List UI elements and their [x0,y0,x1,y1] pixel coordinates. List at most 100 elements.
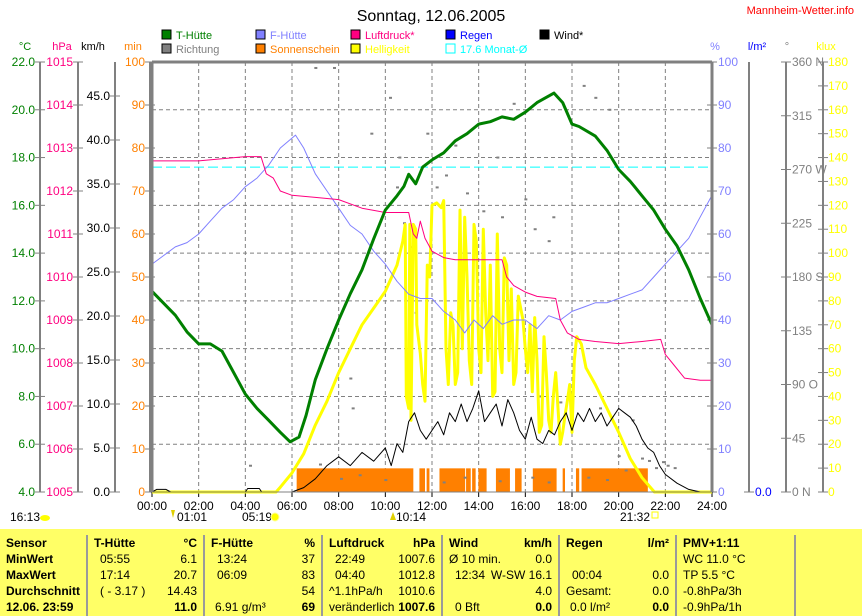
percent-tick-label: 0 [718,485,725,499]
kmh-tick-label: 45.0 [87,89,111,103]
klux-tick-label: 80 [828,294,842,308]
label: MinWert [6,552,54,566]
legend-swatch-7 [350,43,361,54]
percent-tick-label: 90 [718,98,732,112]
hpa-tick-label: 1013 [46,141,73,155]
degree-tick-label: 270 W [792,163,827,177]
moon-rise-time: 01:01 [177,510,207,524]
hpa-tick-label: 1008 [46,356,73,370]
kmh-tick-label: 0.0 [93,485,110,499]
direction-point [547,481,551,484]
degree-tick-label: 360 N [792,55,824,69]
min: 1007.6 [398,552,435,566]
min-tick-label: 90 [132,98,146,112]
percent-tick-label: 10 [718,442,732,456]
direction-point [463,476,467,479]
col-regen: Regen l/m² 00:04 0.0 Gesamt: 0.0 0.0 l/m² 0.… [560,535,677,616]
unit: km/h [523,536,552,550]
header: PMV+1:11 [683,536,740,550]
sunshine-bar [562,468,565,492]
direction-point [351,407,355,410]
avg: 4.0 [535,584,552,598]
series-line-wind [151,390,712,493]
legend-label: Regen [460,30,492,42]
col-luftdruck: Luftdruck hPa 22:49 1007.6 04:40 1012.8 ^1.… [323,535,443,616]
celsius-tick-label: 18.0 [12,151,36,165]
min-tick-label: 80 [132,141,146,155]
sunshine-bar [495,468,510,492]
today: 0.0 l/m² [570,600,611,614]
unit: l/m² [647,536,669,550]
grid [152,62,712,492]
klux-tick-label: 120 [828,198,848,212]
min-tick-label: 40 [132,313,146,327]
degree-unit-label: ° [785,41,789,53]
kmh-tick-label: 30.0 [87,221,111,235]
percent-tick-label: 40 [718,313,732,327]
plot-frame [150,60,714,493]
direction-point [606,479,609,482]
col-t-huette: T-Hütte °C 05:55 6.1 17:14 20.7 ( - 3.17 ) 1… [88,535,205,616]
kmh-tick-label: 20.0 [87,309,111,323]
kmh-tick-label: 25.0 [87,265,111,279]
legend-label: T-Hütte [176,30,212,42]
trend: ( - 3.17 ) [100,584,146,598]
legend-label: Wind* [554,30,584,42]
trend: ^1.1hPa/h [329,584,383,598]
direction-point [631,419,635,422]
max: 20.7 [173,568,197,582]
header: T-Hütte [94,536,136,550]
degree-tick-label: 135 [792,324,812,338]
hpa-tick-label: 1015 [46,55,73,69]
celsius-tick-label: 22.0 [12,55,36,69]
min-tick-label: 20 [132,399,146,413]
header: Wind [449,536,479,550]
avg: 14.43 [166,584,197,598]
direction-point [559,401,563,404]
series-line-thtte [150,91,714,444]
site-link[interactable]: Mannheim-Wetter.info [747,5,854,17]
axes: °C 22.0 20.0 18.0 16.0 14.0 12.0 10.0 8.0 6.0 4.0 h… [12,41,849,513]
klux-tick-label: 20 [828,437,842,451]
klux-tick-label: 10 [828,461,842,475]
direction-point [624,469,628,472]
kmh-tick-label: 35.0 [87,177,111,191]
legend-swatch-4 [539,29,550,40]
max: W-SW 16.1 [490,568,552,582]
direction-point [442,481,446,484]
direction-point [531,476,535,479]
hpa-tick-label: 1012 [46,184,73,198]
direction-point [501,216,504,219]
label: Durchschnitt [6,584,81,598]
current: 0.0 [535,600,552,614]
direction-point [498,480,502,483]
summary-table: Sensor MinWert MaxWert Durchschnitt 12.0… [0,529,862,616]
klux-tick-label: 170 [828,79,848,93]
degree-tick-label: 0 N [792,485,811,499]
legend-swatch-3 [445,29,456,40]
time-tick-label: 10:00 [370,499,400,513]
kmh-tick-label: 15.0 [87,353,111,367]
direction-point [587,476,591,479]
time-tick-label: 20:00 [604,499,634,513]
astro-events: 16:13 01:01 05:19 10:14 21:32 [10,510,659,524]
klux-tick-label: 110 [828,222,847,236]
celsius-tick-label: 14.0 [12,246,36,260]
legend-swatch-8 [445,43,456,54]
klux-tick-label: 90 [828,270,842,284]
direction-point [435,186,439,189]
sunshine-bar [466,468,471,492]
max: 0.0 [652,568,669,582]
direction-point [389,96,392,99]
direction-point [466,192,469,195]
col-pmv: PMV+1:11 WC 11.0 °C TP 5.5 °C -0.8hPa/3h… [677,535,796,616]
current: 1007.6 [398,600,435,614]
percent-tick-label: 30 [718,356,732,370]
klux-tick-label: 50 [828,366,842,380]
sunshine-bar [478,468,487,492]
celsius-unit-label: °C [19,41,31,53]
hpa-unit-label: hPa [52,41,72,53]
klux-tick-label: 180 [828,55,848,69]
direction-point [666,464,670,467]
